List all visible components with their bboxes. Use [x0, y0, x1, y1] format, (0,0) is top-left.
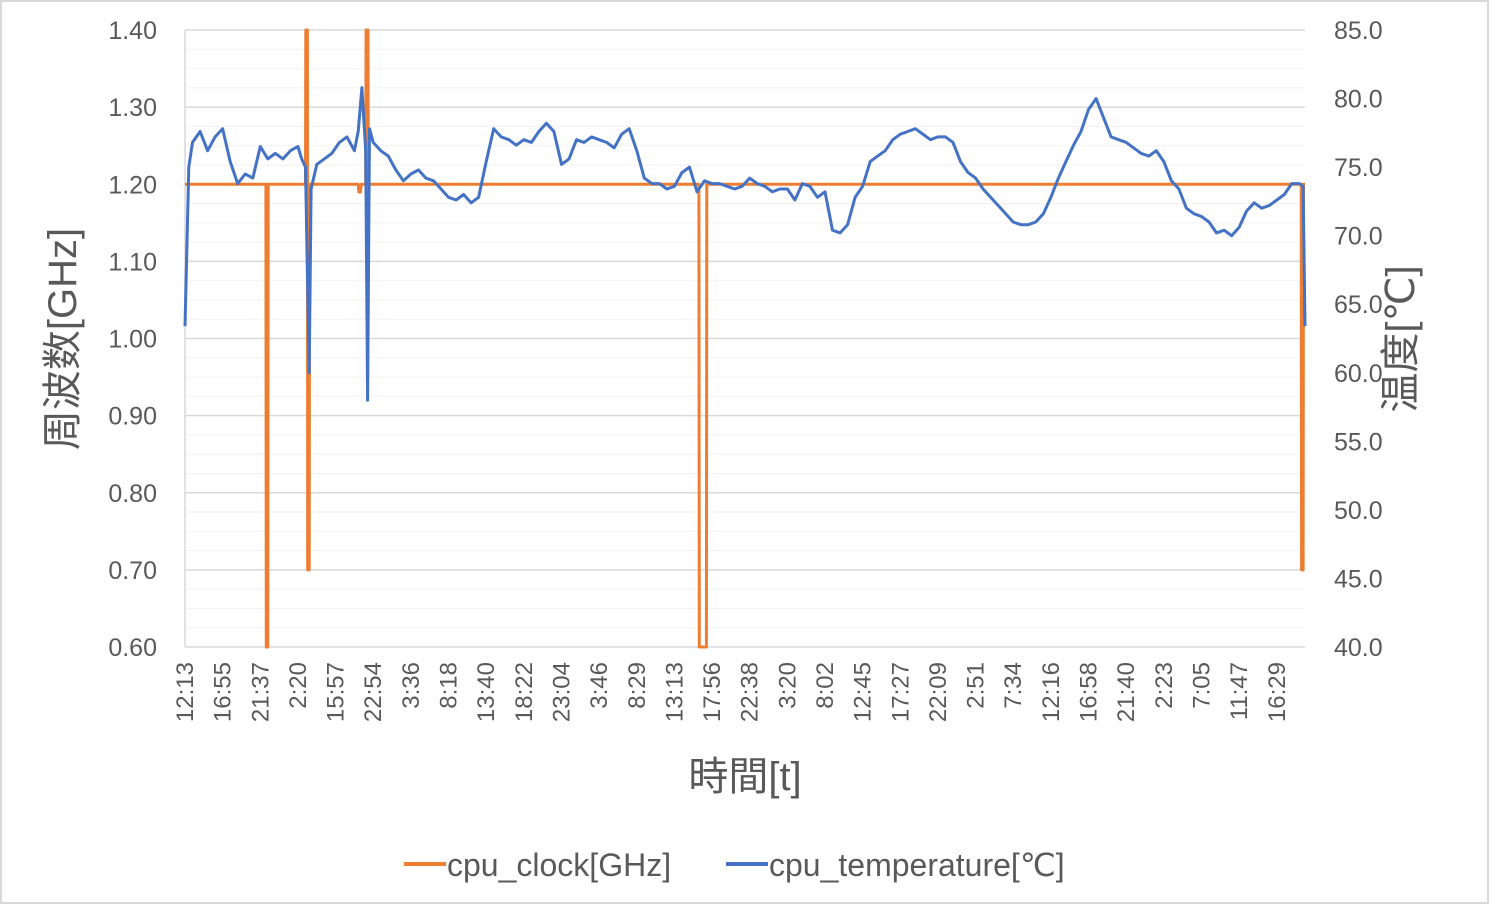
- x-tick-label: 21:40: [1113, 662, 1140, 722]
- y-left-tick-label: 1.00: [108, 326, 157, 354]
- x-tick-label: 12:13: [172, 662, 199, 722]
- legend-label-cpu-clock: cpu_clock[GHz]: [447, 847, 671, 883]
- x-tick-label: 7:05: [1188, 662, 1215, 709]
- x-tick-label: 3:46: [586, 662, 613, 709]
- x-tick-label: 2:23: [1151, 662, 1178, 709]
- x-tick-label: 17:56: [699, 662, 726, 722]
- y-left-tick-label: 0.90: [108, 403, 157, 431]
- y-left-tick-label: 1.30: [108, 94, 157, 122]
- y-right-axis-title: 温度[℃]: [1379, 265, 1423, 412]
- y-left-tick-labels: 0.60 0.70 0.80 0.90 1.00 1.10 1.20 1.30 1.40: [108, 17, 157, 662]
- x-tick-label: 22:09: [925, 662, 952, 722]
- x-tick-label: 2:20: [285, 662, 312, 709]
- x-tick-label: 22:54: [360, 662, 387, 722]
- y-right-tick-labels: 40.0 45.0 50.0 55.0 60.0 65.0 70.0 75.0 80.0 85.0: [1334, 17, 1383, 662]
- legend-label-cpu-temperature: cpu_temperature[℃]: [769, 847, 1065, 883]
- x-tick-label: 16:55: [210, 662, 237, 722]
- x-tick-label: 3:36: [398, 662, 425, 709]
- y-right-tick-label: 70.0: [1334, 223, 1383, 251]
- x-tick-label: 22:38: [737, 662, 764, 722]
- y-left-axis-title: 周波数[GHz]: [41, 228, 85, 450]
- y-right-tick-label: 45.0: [1334, 565, 1383, 593]
- series-line-cpu-temperature: [183, 86, 1307, 402]
- y-right-tick-label: 60.0: [1334, 360, 1383, 388]
- y-left-tick-label: 1.40: [108, 17, 157, 45]
- y-right-tick-label: 65.0: [1334, 291, 1383, 319]
- x-tick-label: 18:22: [511, 662, 538, 722]
- x-tick-label: 8:02: [812, 662, 839, 709]
- major-gridlines: [184, 29, 1305, 648]
- x-tick-label: 12:45: [850, 662, 877, 722]
- x-tick-labels: 12:13 16:55 21:37 2:20 15:57 22:54 3:36 8:18 13:…: [172, 662, 1291, 722]
- y-right-tick-label: 85.0: [1334, 17, 1383, 45]
- y-right-tick-label: 55.0: [1334, 428, 1383, 456]
- x-tick-label: 7:34: [1000, 662, 1027, 709]
- y-right-tick-label: 50.0: [1334, 497, 1383, 525]
- x-tick-label: 12:16: [1038, 662, 1065, 722]
- x-tick-label: 23:04: [548, 662, 575, 722]
- x-tick-label: 11:47: [1226, 662, 1253, 720]
- x-tick-label: 13:40: [473, 662, 500, 722]
- y-left-tick-label: 1.10: [108, 248, 157, 276]
- y-right-tick-label: 80.0: [1334, 86, 1383, 114]
- y-left-tick-label: 0.60: [108, 634, 157, 662]
- y-right-tick-label: 40.0: [1334, 634, 1383, 662]
- y-left-tick-label: 0.70: [108, 557, 157, 585]
- x-tick-label: 8:29: [624, 662, 651, 709]
- x-tick-label: 16:58: [1076, 662, 1103, 722]
- x-tick-label: 21:37: [247, 662, 274, 722]
- legend: cpu_clock[GHz] cpu_temperature[℃]: [404, 847, 1065, 883]
- x-axis-title: 時間[t]: [688, 755, 801, 799]
- y-left-tick-label: 1.20: [108, 171, 157, 199]
- y-left-tick-label: 0.80: [108, 480, 157, 508]
- x-tick-label: 16:29: [1264, 662, 1291, 722]
- series-layer: [183, 28, 1307, 649]
- series-line-cpu-clock: [185, 28, 1305, 649]
- x-tick-label: 17:27: [887, 662, 914, 722]
- x-tick-label: 2:51: [963, 662, 990, 709]
- y-right-tick-label: 75.0: [1334, 154, 1383, 182]
- x-tick-label: 15:57: [323, 662, 350, 722]
- x-tick-label: 8:18: [436, 662, 463, 709]
- x-tick-label: 13:13: [661, 662, 688, 722]
- x-tick-label: 3:20: [774, 662, 801, 709]
- minor-gridlines: [185, 48, 1305, 629]
